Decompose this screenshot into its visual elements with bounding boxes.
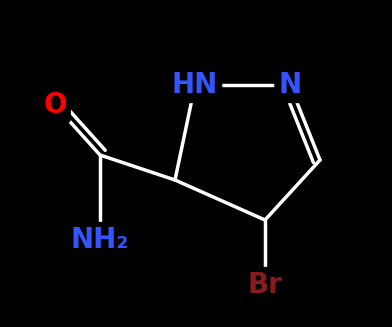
Text: O: O xyxy=(43,91,67,119)
Text: NH₂: NH₂ xyxy=(71,226,129,254)
Text: N: N xyxy=(278,71,301,99)
Text: Br: Br xyxy=(248,271,283,299)
Text: HN: HN xyxy=(172,71,218,99)
